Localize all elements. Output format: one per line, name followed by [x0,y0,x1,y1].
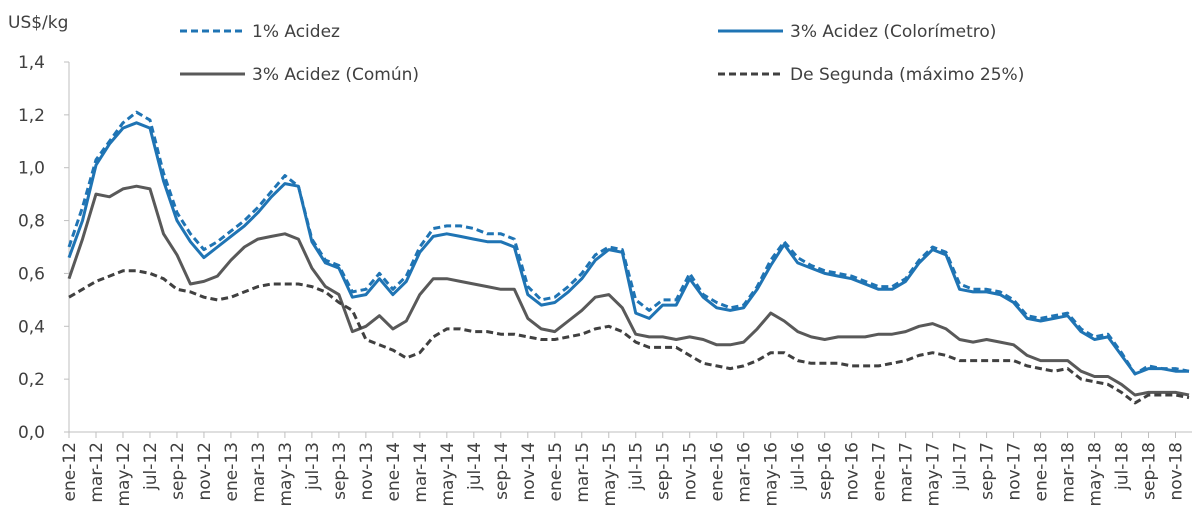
y-tick-label: 0,8 [18,212,45,232]
y-axis-label: US$/kg [8,13,68,33]
x-tick-label: ene-17 [870,442,890,501]
series-line [67,121,1189,376]
y-tick-label: 1,0 [18,159,45,179]
x-tick-label: may-16 [762,442,782,507]
x-tick-label: nov-18 [1167,442,1187,501]
x-tick-label: may-18 [1086,442,1106,507]
x-tick-label: ene-13 [222,442,242,501]
x-tick-label: mar-12 [87,442,107,503]
y-tick-label: 0,2 [18,370,45,390]
y-tick-label: 0,6 [18,264,45,284]
x-tick-label: mar-16 [735,442,755,503]
x-tick-label: nov-15 [681,442,701,501]
x-tick-label: jul-15 [627,442,647,491]
x-tick-label: jul-12 [141,442,161,491]
x-tick-label: mar-17 [897,442,917,503]
x-tick-label: may-15 [600,442,620,507]
x-tick-label: mar-18 [1059,442,1079,503]
x-tick-label: ene-15 [546,442,566,501]
x-tick-label: ene-18 [1032,442,1052,501]
x-tick-label: jul-13 [303,442,323,491]
legend-label: 3% Acidez (Colorímetro) [790,22,996,42]
x-tick-label: may-12 [114,442,134,507]
x-tick-label: may-14 [438,442,458,507]
x-tick-label: sep-12 [168,442,188,500]
y-tick-label: 1,4 [18,53,45,73]
x-tick-label: sep-17 [978,442,998,500]
x-tick-label: mar-15 [573,442,593,503]
y-tick-label: 1,2 [18,106,45,126]
x-tick-label: ene-16 [708,442,728,501]
y-tick-label: 0,0 [18,423,45,443]
x-tick-label: may-17 [924,442,944,507]
x-tick-label: sep-16 [816,442,836,500]
x-tick-label: sep-14 [492,442,512,500]
x-tick-label: sep-18 [1140,442,1160,500]
legend-label: De Segunda (máximo 25%) [790,65,1024,85]
series-line [68,269,1190,405]
x-tick-label: ene-12 [60,442,80,501]
x-tick-label: mar-13 [249,442,269,503]
x-tick-label: nov-17 [1005,442,1025,501]
x-tick-label: jul-14 [465,442,485,491]
x-tick-label: nov-14 [519,442,539,501]
x-tick-label: jul-17 [951,442,971,491]
x-tick-label: sep-15 [654,442,674,500]
series-line [67,110,1190,376]
x-tick-label: nov-16 [843,442,863,501]
x-tick-label: nov-12 [195,442,215,501]
x-tick-label: nov-13 [357,442,377,501]
x-tick-label: mar-14 [411,442,431,503]
x-tick-label: jul-18 [1113,442,1133,491]
y-tick-label: 0,4 [18,317,45,337]
x-tick-label: jul-16 [789,442,809,491]
legend-label: 1% Acidez [252,22,340,42]
x-tick-label: sep-13 [330,442,350,500]
series-line [67,184,1190,397]
x-tick-label: ene-14 [384,442,404,501]
x-tick-label: may-13 [276,442,296,507]
legend-label: 3% Acidez (Común) [252,65,419,85]
